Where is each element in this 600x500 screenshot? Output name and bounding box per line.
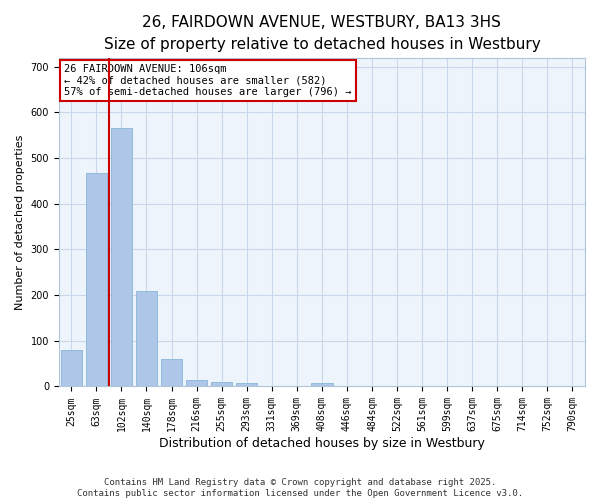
Bar <box>186 380 207 386</box>
Bar <box>236 384 257 386</box>
Text: Contains HM Land Registry data © Crown copyright and database right 2025.
Contai: Contains HM Land Registry data © Crown c… <box>77 478 523 498</box>
Title: 26, FAIRDOWN AVENUE, WESTBURY, BA13 3HS
Size of property relative to detached ho: 26, FAIRDOWN AVENUE, WESTBURY, BA13 3HS … <box>104 15 540 52</box>
Bar <box>86 173 107 386</box>
Bar <box>311 384 332 386</box>
Bar <box>111 128 132 386</box>
Y-axis label: Number of detached properties: Number of detached properties <box>15 134 25 310</box>
Bar <box>136 292 157 386</box>
Bar <box>61 350 82 387</box>
Bar <box>161 359 182 386</box>
Text: 26 FAIRDOWN AVENUE: 106sqm
← 42% of detached houses are smaller (582)
57% of sem: 26 FAIRDOWN AVENUE: 106sqm ← 42% of deta… <box>64 64 352 98</box>
X-axis label: Distribution of detached houses by size in Westbury: Distribution of detached houses by size … <box>159 437 485 450</box>
Bar <box>211 382 232 386</box>
